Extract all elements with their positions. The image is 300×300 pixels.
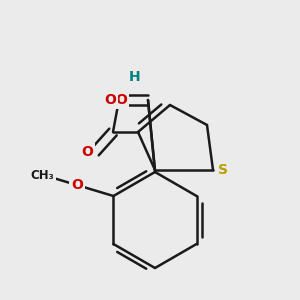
Text: S: S (218, 163, 228, 177)
Text: O: O (115, 93, 127, 107)
Text: CH₃: CH₃ (31, 169, 54, 182)
Text: O: O (71, 178, 83, 192)
Text: O: O (104, 93, 116, 107)
Text: H: H (129, 70, 141, 84)
Text: O: O (81, 145, 93, 159)
